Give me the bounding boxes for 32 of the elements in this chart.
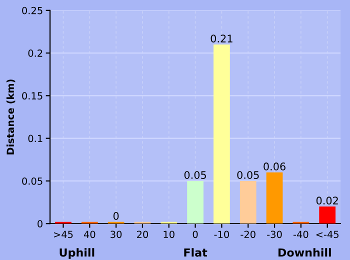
x-tick-label: 30 (110, 230, 122, 238)
bar (319, 206, 336, 224)
x-tick-label: <-45 (316, 230, 339, 238)
data-label: 0.06 (264, 162, 286, 170)
bar (214, 44, 230, 224)
x-tick-label: -20 (240, 230, 256, 238)
y-tick-label: 0.2 (28, 50, 42, 57)
y-tick-label: 0.25 (22, 6, 42, 14)
data-label: 0 (113, 212, 119, 220)
x-tick-label: -40 (293, 230, 308, 238)
text: Flat (184, 248, 208, 257)
y-tick-label: 0.05 (22, 177, 42, 185)
x-tick-label: -30 (267, 230, 282, 238)
bar (187, 180, 204, 224)
x-tick-label: 20 (137, 230, 148, 238)
y-tick-label: 0 (38, 220, 42, 228)
data-label: 0.05 (184, 171, 206, 179)
x-tick-label: 40 (84, 230, 96, 238)
x-tick-label: 10 (164, 230, 174, 238)
y-axis-title: Distance (km) (6, 80, 16, 154)
data-label: 0.02 (316, 196, 338, 205)
data-label: 0.05 (237, 171, 259, 179)
bar (240, 180, 256, 224)
data-label: 0.21 (210, 34, 232, 42)
bar (266, 172, 283, 224)
text: Downhill (278, 248, 331, 257)
y-tick-label: 0.15 (22, 92, 42, 100)
text: Uphill (60, 248, 94, 259)
x-tick-label: -10 (214, 230, 230, 238)
x-tick-label: 0 (192, 230, 198, 238)
x-tick-label: >45 (54, 230, 73, 238)
y-tick-label: 0.1 (28, 134, 42, 142)
